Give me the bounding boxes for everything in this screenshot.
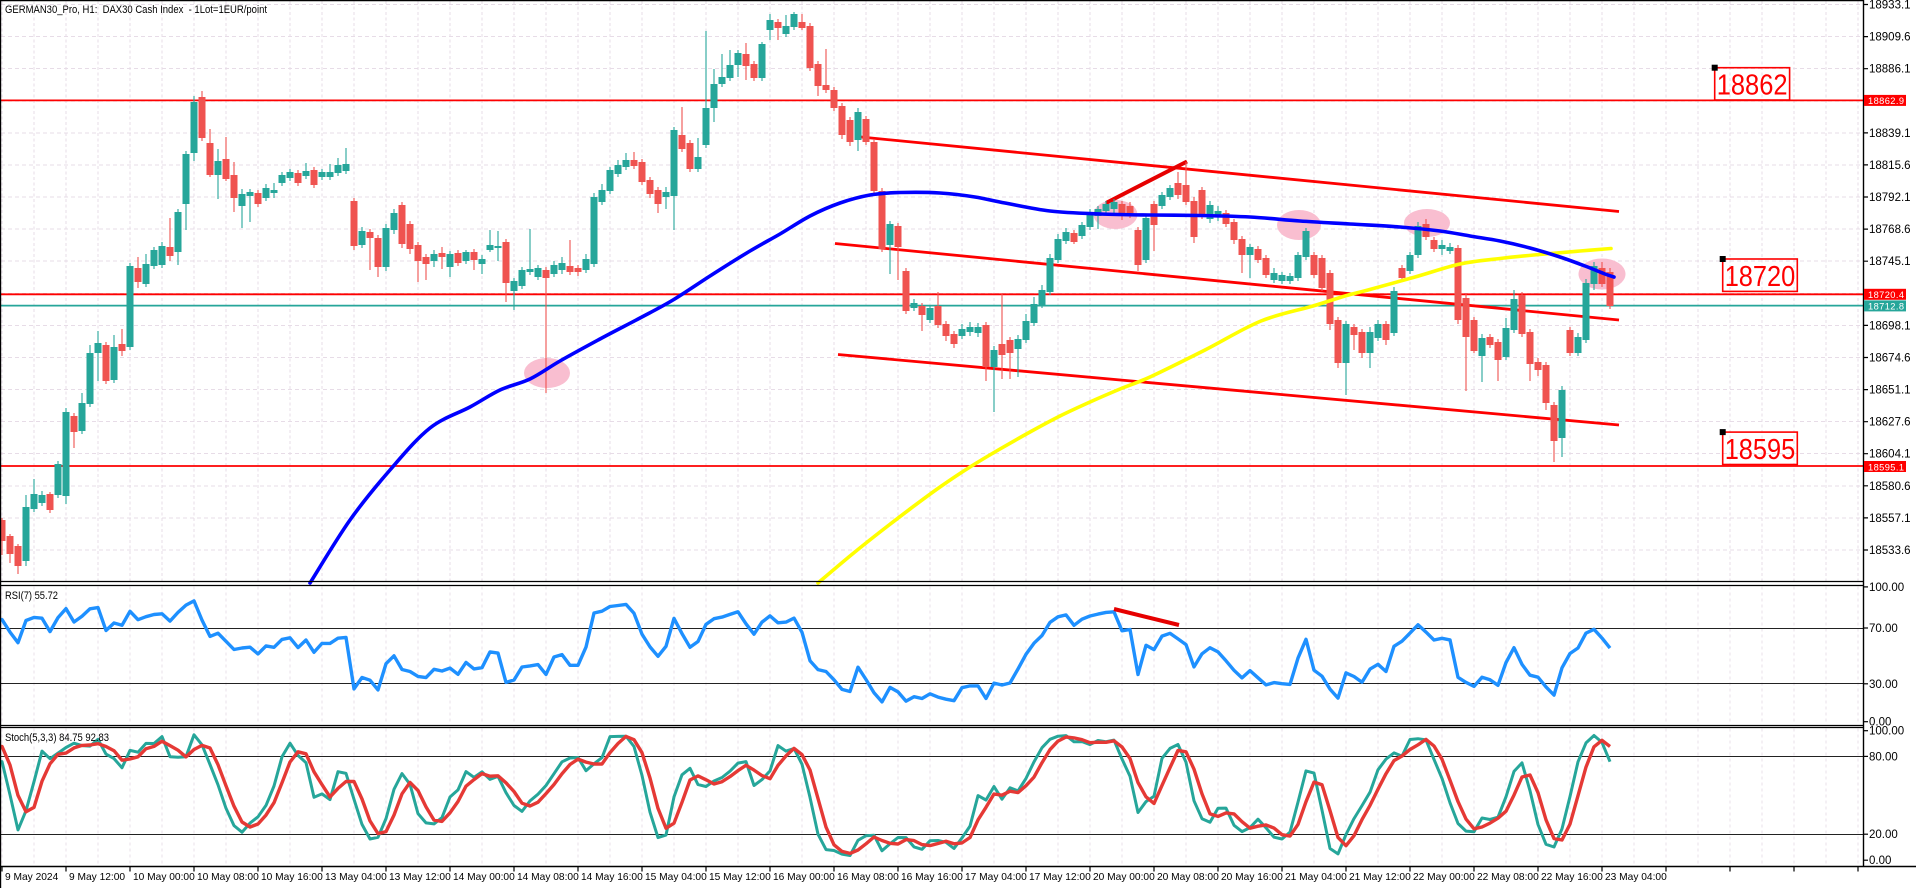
svg-text:20 May 16:00: 20 May 16:00 <box>1221 872 1283 883</box>
svg-text:18745.1: 18745.1 <box>1869 256 1911 268</box>
svg-text:20 May 08:00: 20 May 08:00 <box>1157 872 1219 883</box>
svg-text:70.00: 70.00 <box>1869 623 1898 635</box>
svg-text:14 May 16:00: 14 May 16:00 <box>581 872 643 883</box>
svg-text:16 May 00:00: 16 May 00:00 <box>773 872 835 883</box>
svg-text:9 May 12:00: 9 May 12:00 <box>69 872 125 883</box>
svg-text:23 May 04:00: 23 May 04:00 <box>1605 872 1667 883</box>
svg-text:21 May 04:00: 21 May 04:00 <box>1285 872 1347 883</box>
svg-text:18604.1: 18604.1 <box>1869 449 1911 461</box>
svg-text:80.00: 80.00 <box>1869 751 1898 763</box>
svg-text:18627.6: 18627.6 <box>1869 417 1911 429</box>
svg-text:18862.9: 18862.9 <box>1868 96 1904 106</box>
svg-text:18720.4: 18720.4 <box>1868 290 1904 300</box>
svg-text:22 May 16:00: 22 May 16:00 <box>1541 872 1603 883</box>
svg-text:18533.6: 18533.6 <box>1869 545 1911 557</box>
svg-text:18933.1: 18933.1 <box>1869 0 1911 12</box>
svg-text:18815.6: 18815.6 <box>1869 160 1911 172</box>
svg-text:17 May 04:00: 17 May 04:00 <box>965 872 1027 883</box>
svg-text:18862: 18862 <box>1717 70 1788 102</box>
svg-text:0.00: 0.00 <box>1869 855 1891 867</box>
svg-text:13 May 04:00: 13 May 04:00 <box>325 872 387 883</box>
svg-text:18674.6: 18674.6 <box>1869 353 1911 365</box>
svg-text:18839.1: 18839.1 <box>1869 128 1911 140</box>
svg-text:100.00: 100.00 <box>1869 582 1904 594</box>
svg-text:22 May 08:00: 22 May 08:00 <box>1477 872 1539 883</box>
svg-text:18580.6: 18580.6 <box>1869 481 1911 493</box>
svg-text:16 May 16:00: 16 May 16:00 <box>901 872 963 883</box>
svg-text:15 May 12:00: 15 May 12:00 <box>709 872 771 883</box>
svg-text:18768.6: 18768.6 <box>1869 224 1911 236</box>
svg-text:20 May 00:00: 20 May 00:00 <box>1093 872 1155 883</box>
svg-text:15 May 04:00: 15 May 04:00 <box>645 872 707 883</box>
svg-text:18909.6: 18909.6 <box>1869 32 1911 44</box>
svg-text:22 May 00:00: 22 May 00:00 <box>1413 872 1475 883</box>
svg-text:RSI(7) 55.72: RSI(7) 55.72 <box>5 590 58 602</box>
svg-text:21 May 12:00: 21 May 12:00 <box>1349 872 1411 883</box>
svg-text:18886.1: 18886.1 <box>1869 64 1911 76</box>
svg-text:18792.1: 18792.1 <box>1869 192 1911 204</box>
svg-text:18720: 18720 <box>1725 261 1796 293</box>
svg-text:16 May 08:00: 16 May 08:00 <box>837 872 899 883</box>
svg-text:9 May 2024: 9 May 2024 <box>5 872 59 883</box>
svg-text:10 May 08:00: 10 May 08:00 <box>197 872 259 883</box>
svg-text:18698.1: 18698.1 <box>1869 320 1911 332</box>
svg-text:10 May 00:00: 10 May 00:00 <box>133 872 195 883</box>
svg-text:14 May 08:00: 14 May 08:00 <box>517 872 579 883</box>
svg-text:10 May 16:00: 10 May 16:00 <box>261 872 323 883</box>
svg-text:GERMAN30_Pro, H1: DAX30 Cash: GERMAN30_Pro, H1: DAX30 Cash Index - 1Lo… <box>5 4 268 16</box>
svg-text:18651.1: 18651.1 <box>1869 385 1911 397</box>
svg-text:18595: 18595 <box>1725 434 1796 466</box>
svg-text:13 May 12:00: 13 May 12:00 <box>389 872 451 883</box>
svg-text:0.00: 0.00 <box>1869 717 1891 729</box>
svg-text:30.00: 30.00 <box>1869 679 1898 691</box>
svg-text:18712.8: 18712.8 <box>1868 302 1904 312</box>
svg-text:18595.1: 18595.1 <box>1868 462 1904 472</box>
svg-text:18557.1: 18557.1 <box>1869 513 1911 525</box>
svg-text:100.00: 100.00 <box>1869 726 1904 738</box>
svg-text:17 May 12:00: 17 May 12:00 <box>1029 872 1091 883</box>
svg-text:14 May 00:00: 14 May 00:00 <box>453 872 515 883</box>
svg-text:Stoch(5,3,3) 84.75 92.83: Stoch(5,3,3) 84.75 92.83 <box>5 732 109 744</box>
svg-text:20.00: 20.00 <box>1869 829 1898 841</box>
